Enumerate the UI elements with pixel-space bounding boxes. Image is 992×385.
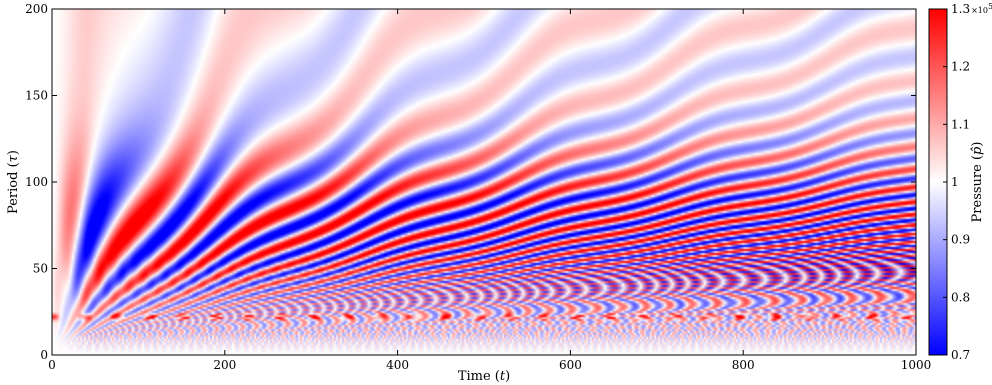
x-tick-label: 800 — [732, 358, 755, 372]
y-axis-ticks: 0 50 100 150 200 — [25, 2, 916, 362]
y-tick-label: 50 — [33, 262, 48, 276]
y-tick-label: 0 — [40, 348, 48, 362]
x-tick-label: 1000 — [901, 358, 932, 372]
colorbar-ticks: 0.7 0.8 0.9 1 1.1 1.2 — [943, 8, 970, 362]
y-tick-label: 100 — [25, 175, 48, 189]
colorbar-tick-label: 0.7 — [951, 348, 970, 362]
colorbar-tick-label: 1 — [951, 175, 959, 189]
x-axis-ticks: 0 200 400 600 800 1000 — [48, 9, 931, 372]
colorbar-tick-label: 1.1 — [951, 117, 970, 131]
y-tick-label: 200 — [25, 2, 48, 16]
colorbar-tick-label: 0.9 — [951, 233, 970, 247]
colorbar-tick-label: 1.2 — [951, 60, 970, 74]
colorbar-label: Pressure (p̂) — [970, 142, 985, 223]
y-axis-label: Period (τ) — [6, 150, 21, 214]
heatmap-image — [52, 9, 916, 355]
x-tick-label: 600 — [559, 358, 582, 372]
x-tick-label: 200 — [213, 358, 236, 372]
x-axis-label: Time (t) — [458, 369, 510, 384]
x-tick-label: 400 — [386, 358, 409, 372]
x-tick-label: 0 — [48, 358, 56, 372]
colorbar-tick-label: 0.8 — [951, 290, 970, 304]
y-tick-label: 150 — [25, 89, 48, 103]
colorbar-top-label: 1.3×105 — [951, 2, 992, 16]
